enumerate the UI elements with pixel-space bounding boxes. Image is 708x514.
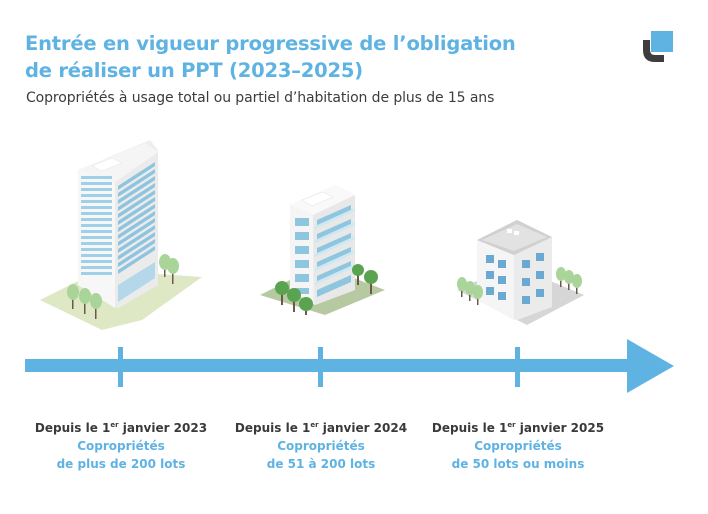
- milestone-desc-line2: de 50 lots ou moins: [451, 457, 585, 471]
- milestone-2023: Depuis le 1er janvier 2023 Copropriétés …: [21, 416, 221, 473]
- milestone-date: Depuis le 1er janvier 2024: [234, 421, 408, 435]
- timeline-arrow: [0, 330, 708, 404]
- milestone-desc-line2: de 51 à 200 lots: [266, 457, 376, 471]
- tall-tower-icon: [40, 140, 220, 334]
- brand-logo-icon: [640, 30, 676, 68]
- timeline-tick-2023: [118, 347, 123, 387]
- milestone-desc-line1: Copropriétés: [77, 439, 165, 453]
- title-line-1: Entrée en vigueur progressive de l’oblig…: [25, 32, 516, 55]
- milestone-2025: Depuis le 1er janvier 2025 Copropriétés …: [418, 416, 618, 473]
- timeline-tick-2025: [515, 347, 520, 387]
- milestone-2024: Depuis le 1er janvier 2024 Copropriétés …: [221, 416, 421, 473]
- milestone-desc-line2: de plus de 200 lots: [56, 457, 186, 471]
- timeline-tick-2024: [318, 347, 323, 387]
- mid-rise-building-icon: [255, 180, 395, 319]
- milestone-desc-line1: Copropriétés: [277, 439, 365, 453]
- milestone-date: Depuis le 1er janvier 2025: [431, 421, 605, 435]
- title-line-2: de réaliser un PPT (2023–2025): [25, 59, 363, 82]
- page-subtitle: Copropriétés à usage total ou partiel d’…: [26, 90, 495, 106]
- page-title: Entrée en vigueur progressive de l’oblig…: [25, 30, 516, 84]
- milestone-date: Depuis le 1er janvier 2023: [34, 421, 208, 435]
- small-building-icon: [452, 215, 592, 329]
- milestone-desc-line1: Copropriétés: [474, 439, 562, 453]
